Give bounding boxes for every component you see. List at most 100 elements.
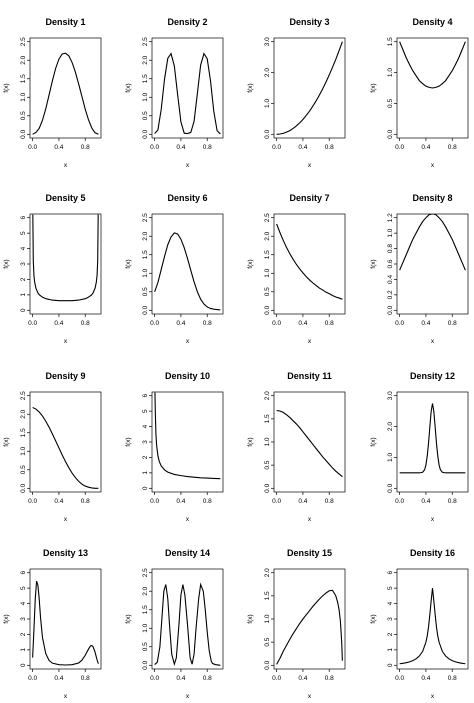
- y-tick-label: 1.5: [20, 74, 27, 83]
- x-tick-label: 0.4: [421, 498, 430, 505]
- y-tick-label: 0.5: [142, 287, 149, 296]
- y-tick-label: 1.5: [142, 250, 149, 259]
- density-curve: [399, 403, 466, 474]
- panel-16: Density 16 0.0 0.4 0.8 0 1 2 3 4 5 6 x f(x): [370, 548, 469, 700]
- y-tick-label: 5: [387, 586, 394, 590]
- y-tick-label: 0.0: [142, 129, 149, 138]
- x-axis-label: x: [308, 693, 312, 700]
- y-tick-label: 0.0: [387, 305, 394, 314]
- y-axis-label: f(x): [247, 259, 254, 268]
- x-axis-label: x: [186, 162, 190, 169]
- x-tick-label: 0.4: [298, 675, 307, 682]
- y-tick-label: 0.0: [20, 129, 27, 138]
- x-axis-label: x: [64, 162, 68, 169]
- plot-frame: [273, 213, 346, 315]
- y-tick-label: 0.0: [264, 483, 271, 492]
- y-tick-label: 3: [20, 262, 27, 266]
- x-tick-label: 0.0: [150, 144, 159, 151]
- y-axis-label: f(x): [370, 259, 377, 268]
- panel-6: Density 6 0.0 0.4 0.8 0.0 0.5 1.0 1.5 2.0 2.5 x f(x…: [125, 193, 224, 345]
- density-curve: [154, 52, 221, 135]
- y-tick-label: 2.0: [264, 391, 271, 400]
- x-tick-label: 0.8: [203, 320, 212, 327]
- y-tick-label: 1.5: [142, 74, 149, 83]
- y-axis-label: f(x): [247, 614, 254, 623]
- density-curve: [154, 392, 221, 480]
- panel-2: Density 2 0.0 0.4 0.8 0.0 0.5 1.0 1.5 2.0 2.5 x f(x…: [125, 17, 224, 169]
- panel-title: Density 14: [165, 548, 210, 558]
- y-tick-label: 6: [387, 571, 394, 575]
- y-tick-label: 0.0: [264, 660, 271, 669]
- y-axis-label: f(x): [247, 437, 254, 446]
- panel-title: Density 13: [43, 548, 88, 558]
- y-tick-label: 1.0: [264, 268, 271, 277]
- y-tick-label: 6: [20, 571, 27, 575]
- plot-frame: [151, 37, 224, 139]
- y-tick-label: 1.0: [20, 446, 27, 455]
- y-tick-label: 1.0: [264, 614, 271, 623]
- x-tick-label: 0.0: [272, 320, 281, 327]
- y-tick-label: 2.5: [20, 391, 27, 400]
- y-axis-label: f(x): [247, 83, 254, 92]
- y-tick-label: 1.5: [264, 250, 271, 259]
- x-axis-label: x: [431, 693, 435, 700]
- plot-frame: [273, 37, 346, 139]
- y-tick-label: 1.0: [264, 437, 271, 446]
- x-axis-label: x: [308, 338, 312, 345]
- density-curve: [154, 232, 221, 311]
- y-axis-label: f(x): [125, 437, 132, 446]
- x-tick-label: 0.4: [176, 320, 185, 327]
- x-tick-label: 0.0: [395, 144, 404, 151]
- panel-14: Density 14 0.0 0.4 0.8 0.0 0.5 1.0 1.5 2.0 2.5 x f(…: [125, 548, 224, 700]
- x-axis-label: x: [64, 516, 68, 523]
- x-tick-label: 0.0: [272, 144, 281, 151]
- y-tick-label: 2.0: [264, 68, 271, 77]
- density-curve: [399, 214, 466, 271]
- y-tick-label: 0.5: [264, 637, 271, 646]
- panel-7: Density 7 0.0 0.4 0.8 0.0 0.5 1.0 1.5 2.0 2.5 x f(x…: [247, 193, 346, 345]
- panel-3: Density 3 0.0 0.4 0.8 0.0 1.0 2.0 3.0 x f(x): [247, 17, 346, 169]
- y-tick-label: 2.5: [142, 37, 149, 46]
- y-tick-label: 2.0: [20, 409, 27, 418]
- y-tick-label: 0.5: [142, 111, 149, 120]
- density-curve: [32, 407, 99, 489]
- y-tick-label: 0: [20, 663, 27, 667]
- x-tick-label: 0.4: [421, 320, 430, 327]
- y-tick-label: 2: [20, 632, 27, 636]
- y-tick-label: 0.0: [264, 129, 271, 138]
- y-tick-label: 0.0: [387, 483, 394, 492]
- y-tick-label: 0.2: [387, 290, 394, 299]
- x-tick-label: 0.8: [325, 144, 334, 151]
- y-axis-label: f(x): [3, 614, 10, 623]
- x-tick-label: 0.4: [421, 675, 430, 682]
- plot-frame: [29, 37, 102, 139]
- x-tick-label: 0.4: [176, 675, 185, 682]
- y-tick-label: 1: [142, 471, 149, 475]
- y-tick-label: 2.5: [142, 568, 149, 577]
- plot-frame: [396, 568, 469, 670]
- y-tick-label: 1.0: [387, 228, 394, 237]
- y-tick-label: 1: [20, 648, 27, 652]
- plot-frame: [273, 391, 346, 493]
- x-tick-label: 0.8: [203, 498, 212, 505]
- y-tick-label: 1: [387, 648, 394, 652]
- density-curve: [276, 223, 343, 300]
- y-tick-label: 2.5: [264, 213, 271, 222]
- y-tick-label: 6: [142, 394, 149, 398]
- x-axis-label: x: [308, 162, 312, 169]
- y-tick-label: 5: [20, 586, 27, 590]
- y-tick-label: 2.0: [142, 231, 149, 240]
- panel-1: Density 1 0.0 0.4 0.8 0.0 0.5 1.0 1.5 2.0 2.5 x f(x…: [3, 17, 102, 169]
- x-tick-label: 0.0: [28, 320, 37, 327]
- x-tick-label: 0.0: [28, 498, 37, 505]
- y-tick-label: 1.5: [264, 414, 271, 423]
- panel-13: Density 13 0.0 0.4 0.8 0 1 2 3 4 5 6 x f(x): [3, 548, 102, 700]
- x-tick-label: 0.4: [54, 320, 63, 327]
- y-tick-label: 3.0: [387, 391, 394, 400]
- y-tick-label: 1.5: [264, 591, 271, 600]
- y-axis-label: f(x): [3, 437, 10, 446]
- density-curve: [399, 41, 466, 89]
- y-tick-label: 2.5: [142, 213, 149, 222]
- y-tick-label: 0.4: [387, 275, 394, 284]
- y-axis-label: f(x): [125, 83, 132, 92]
